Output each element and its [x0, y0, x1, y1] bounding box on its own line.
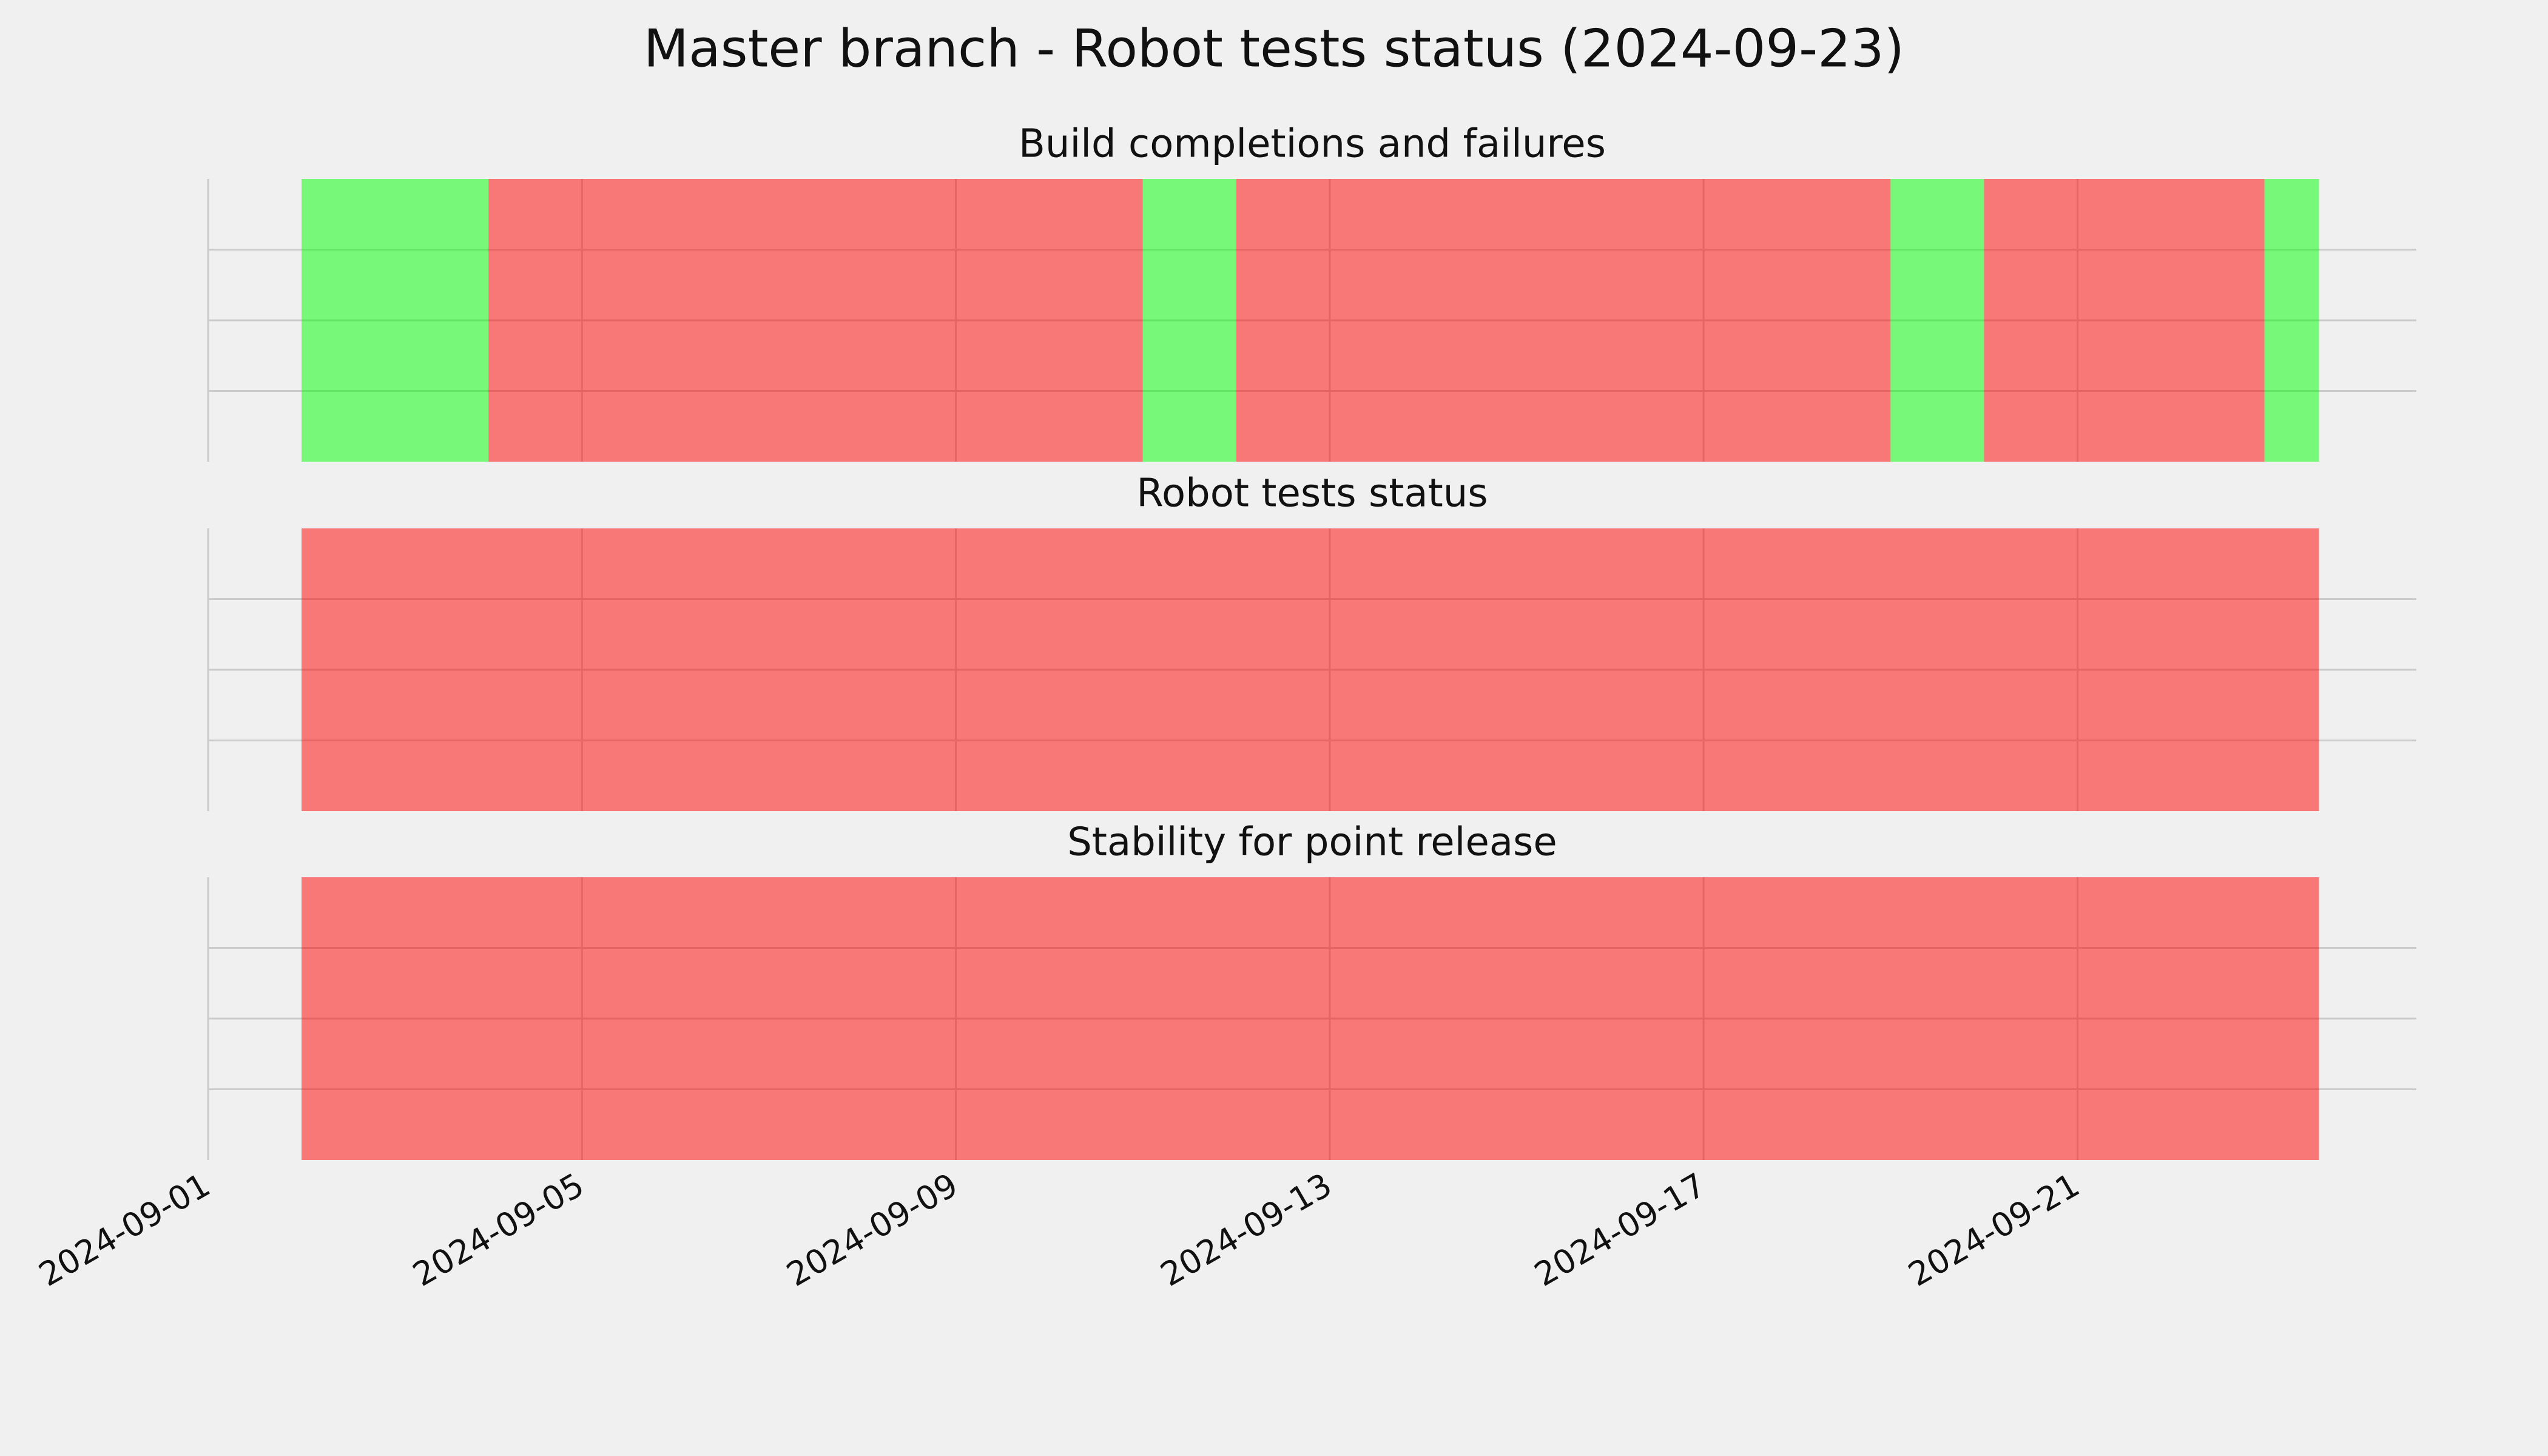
x-tick-label: 2024-09-09 [780, 1165, 964, 1293]
status-span [302, 179, 489, 462]
status-span [302, 528, 2319, 811]
status-span [1236, 179, 1891, 462]
panel-title: Robot tests status [1136, 471, 1488, 516]
status-span [1890, 179, 1984, 462]
x-tick-label: 2024-09-13 [1154, 1165, 1338, 1293]
panel-title: Stability for point release [1067, 820, 1557, 865]
x-tick-label: 2024-09-01 [33, 1165, 217, 1293]
status-span [488, 179, 1143, 462]
panel-title: Build completions and failures [1019, 122, 1606, 167]
status-span [1142, 179, 1236, 462]
x-tick-label: 2024-09-05 [406, 1165, 590, 1293]
x-tick-label: 2024-09-21 [1902, 1165, 2086, 1293]
status-span [302, 877, 2319, 1160]
status-span [1984, 179, 2265, 462]
x-tick-label: 2024-09-17 [1528, 1165, 1712, 1293]
status-span [2264, 179, 2319, 462]
chart-title: Master branch - Robot tests status (2024… [644, 18, 1904, 79]
